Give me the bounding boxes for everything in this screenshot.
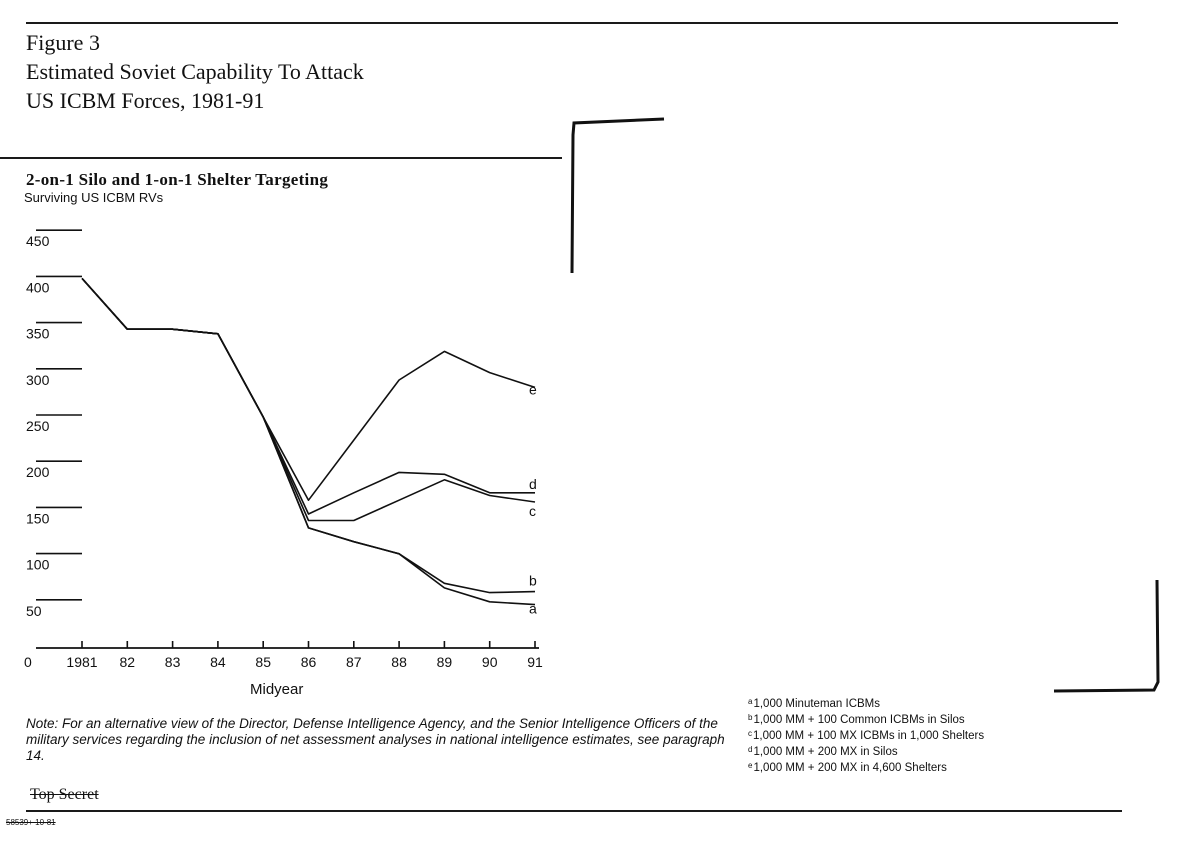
y-tick-label: 0: [24, 654, 32, 670]
legend-key: e: [748, 761, 753, 770]
x-tick-label: 88: [391, 654, 407, 670]
y-tick-label: 200: [26, 464, 50, 480]
series-label-e: e: [529, 381, 537, 397]
y-tick-label: 350: [26, 326, 50, 342]
y-tick-label: 250: [26, 418, 50, 434]
x-tick-label: 84: [210, 654, 226, 670]
y-tick-label: 150: [26, 510, 50, 526]
x-tick-label: 91: [527, 654, 543, 670]
series-line-a: [81, 277, 536, 606]
legend-item-c: c1,000 MM + 100 MX ICBMs in 1,000 Shelte…: [748, 727, 984, 743]
x-tick-label: 86: [301, 654, 317, 670]
legend-key: a: [748, 697, 753, 706]
series-line-d: [81, 277, 535, 515]
series-line-b: [81, 277, 536, 594]
x-tick-label: 85: [255, 654, 271, 670]
series-label-d: d: [529, 476, 537, 492]
control-number: 58539+ 10-81: [6, 818, 56, 827]
classification-marking: Top Secret: [30, 786, 99, 803]
series-label-b: b: [529, 573, 537, 589]
y-tick-label: 450: [26, 233, 50, 249]
x-tick-label: 89: [437, 654, 453, 670]
y-tick-label: 300: [26, 372, 50, 388]
legend-text: 1,000 MM + 200 MX in 4,600 Shelters: [753, 762, 947, 774]
figure-title-line-2: US ICBM Forces, 1981-91: [26, 88, 265, 113]
crop-mark-bottom: [1053, 579, 1160, 693]
legend-item-e: e1,000 MM + 200 MX in 4,600 Shelters: [748, 759, 984, 775]
legend-text: 1,000 MM + 200 MX in Silos: [753, 746, 898, 758]
y-tick-label: 50: [26, 603, 42, 619]
legend-text: 1,000 MM + 100 Common ICBMs in Silos: [753, 714, 965, 726]
top-rule: [26, 22, 1118, 24]
series-line-e: [81, 277, 536, 502]
figure-title-line-1: Estimated Soviet Capability To Attack: [26, 59, 364, 84]
bottom-rule: [26, 810, 1122, 812]
legend-item-d: d1,000 MM + 200 MX in Silos: [748, 743, 984, 759]
figure-title: Figure 3 Estimated Soviet Capability To …: [26, 28, 364, 115]
x-tick-label: 82: [120, 654, 136, 670]
y-axis-label: Surviving US ICBM RVs: [24, 190, 164, 205]
legend-key: c: [748, 729, 752, 738]
x-tick-label: 83: [165, 654, 181, 670]
y-tick-label: 400: [26, 279, 50, 295]
note-text: Note: For an alternative view of the Dir…: [26, 716, 725, 763]
chart-top-rule: [0, 157, 562, 159]
chart-subtitle: 2-on-1 Silo and 1-on-1 Shelter Targeting: [26, 170, 329, 189]
legend-key: d: [748, 745, 753, 754]
y-tick-label: 100: [26, 557, 50, 573]
legend-item-a: a1,000 Minuteman ICBMs: [748, 695, 984, 711]
figure-number: Figure 3: [26, 30, 100, 55]
legend-text: 1,000 MM + 100 MX ICBMs in 1,000 Shelter…: [753, 730, 985, 742]
series-label-a: a: [529, 601, 537, 617]
x-tick-label: 90: [482, 654, 498, 670]
legend-key: b: [748, 713, 753, 722]
x-tick-label: 87: [346, 654, 362, 670]
x-tick-label: 1981: [66, 654, 97, 670]
crop-mark-top: [570, 117, 665, 274]
legend-item-b: b1,000 MM + 100 Common ICBMs in Silos: [748, 711, 984, 727]
series-label-c: c: [529, 503, 536, 519]
legend-text: 1,000 Minuteman ICBMs: [753, 698, 881, 710]
x-axis-label: Midyear: [250, 681, 304, 698]
legend: a1,000 Minuteman ICBMs b1,000 MM + 100 Co…: [748, 695, 984, 775]
